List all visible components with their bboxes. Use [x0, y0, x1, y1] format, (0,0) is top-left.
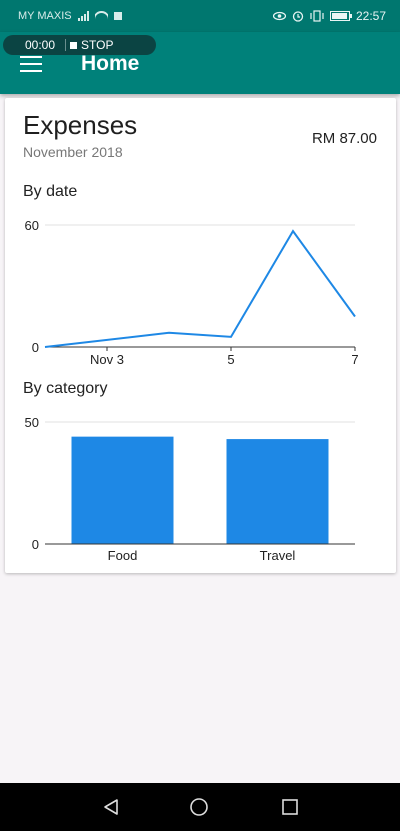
recorder-stop-button[interactable]: STOP: [70, 38, 114, 52]
bar-food: [71, 436, 174, 544]
battery-icon: [329, 11, 352, 21]
screen-recorder-pill: 00:00 STOP: [3, 35, 156, 55]
x-tick-label: Travel: [260, 548, 296, 563]
status-right: 22:57: [272, 9, 386, 23]
recorder-divider: [65, 39, 67, 51]
alarm-icon: [292, 11, 304, 22]
hamburger-menu-icon[interactable]: [20, 56, 42, 72]
status-left: MY MAXIS: [18, 10, 122, 22]
home-icon[interactable]: [189, 797, 209, 817]
x-tick-label: Nov 3: [90, 352, 124, 367]
system-nav-bar: [0, 783, 400, 831]
y-tick-label: 50: [25, 415, 39, 430]
page-title: Home: [81, 52, 140, 75]
carrier-label: MY MAXIS: [18, 10, 72, 22]
eye-icon: [272, 11, 286, 21]
card-total: RM 87.00: [311, 130, 377, 147]
status-bar: MY MAXIS 22:57: [0, 0, 400, 32]
x-tick-label: 7: [351, 352, 358, 367]
card-title: Expenses: [23, 110, 138, 140]
by-category-label: By category: [23, 380, 108, 397]
recorder-stop-label: STOP: [81, 38, 114, 52]
bar-chart: 50 0 Food Travel: [25, 415, 355, 563]
x-tick-label: Food: [108, 548, 138, 563]
back-icon[interactable]: [101, 797, 121, 817]
series-line: [44, 229, 356, 348]
y-tick-label: 0: [32, 340, 39, 355]
y-tick-label: 60: [25, 218, 39, 233]
notification-square-icon: [113, 12, 122, 20]
by-date-label: By date: [23, 183, 78, 200]
line-chart: 60 0 Nov 3 5 7: [25, 218, 359, 367]
recents-icon[interactable]: [280, 797, 300, 817]
card-month: November 2018: [23, 144, 123, 160]
status-time: 22:57: [355, 9, 386, 23]
signal-icon: [77, 11, 89, 21]
y-tick-label: 0: [32, 537, 39, 552]
wifi-icon: [95, 11, 108, 21]
recorder-time: 00:00: [25, 38, 56, 52]
bar-travel: [226, 439, 329, 544]
x-tick-label: 5: [227, 352, 234, 367]
vibrate-icon: [310, 10, 324, 22]
expenses-card[interactable]: Expenses November 2018 RM 87.00 By date …: [5, 98, 396, 573]
stop-icon: [70, 41, 78, 49]
